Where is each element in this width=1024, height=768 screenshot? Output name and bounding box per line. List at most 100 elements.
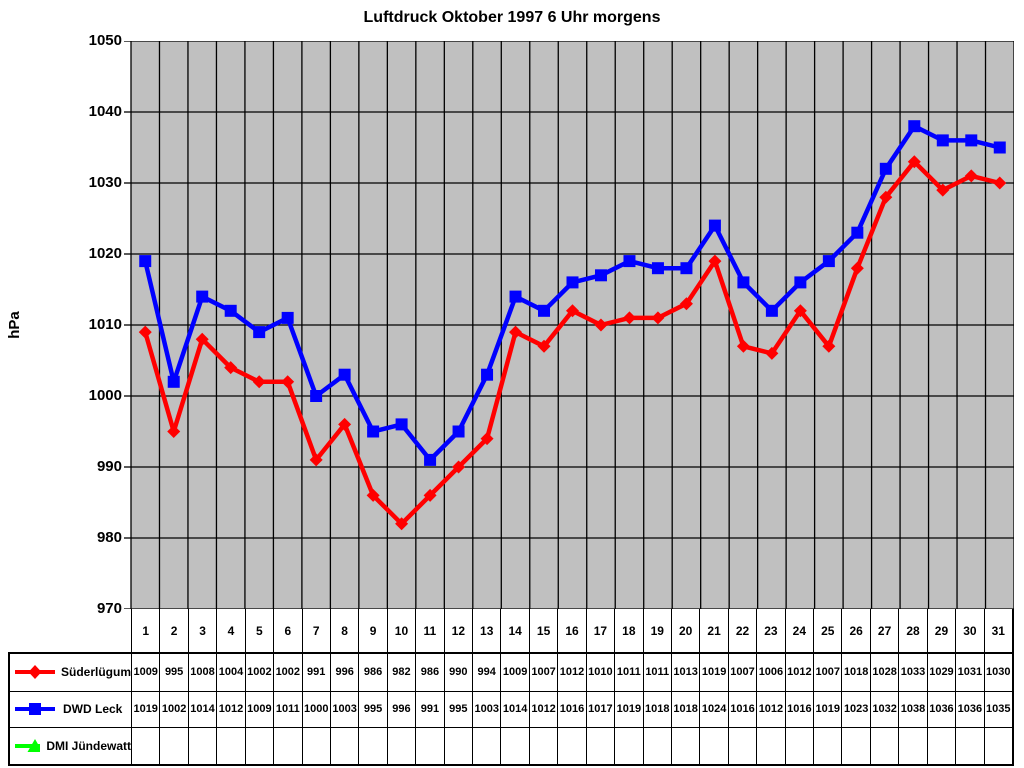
x-day-label: 8 [329,609,358,652]
value-cell [443,728,472,764]
value-cell: 1007 [813,654,841,691]
series-name: DMI Jündewatt [46,739,131,754]
legend-marker-square-icon [15,703,55,716]
x-day-label: 13 [472,609,500,652]
value-cell: 1018 [670,691,699,728]
value-cell: 1018 [642,691,671,728]
value-cell: 1012 [756,691,784,728]
value-cell: 995 [159,654,187,691]
value-cell [216,728,244,764]
x-day-label: 1 [131,609,159,652]
x-day-label: 15 [528,609,557,652]
value-cell [869,728,898,764]
x-day-label: 3 [187,609,216,652]
value-cell: 1016 [727,691,756,728]
value-cell [500,728,528,764]
value-cell: 1036 [955,691,983,728]
value-cell: 1000 [301,691,330,728]
x-day-label: 12 [443,609,472,652]
value-cell: 991 [415,691,443,728]
x-day-label: 16 [557,609,585,652]
value-cell: 1003 [329,691,358,728]
x-day-label: 21 [699,609,727,652]
value-cell: 1004 [216,654,244,691]
value-cell: 1009 [244,691,273,728]
value-cell [642,728,671,764]
series-name: DWD Leck [63,702,123,717]
x-day-label: 18 [614,609,642,652]
value-cell: 1007 [528,654,557,691]
value-cell: 1012 [784,654,813,691]
value-cell: 1031 [955,654,983,691]
value-cell [528,728,557,764]
value-cell: 1029 [926,654,955,691]
value-cell: 1019 [699,654,727,691]
y-tick-label: 1000 [88,387,122,404]
value-cell: 995 [358,691,386,728]
value-cell: 1032 [869,691,898,728]
value-cell [670,728,699,764]
value-cell [187,728,216,764]
plot-area [124,41,1014,609]
data-table: Süderlügum 1009 995 1008 1004 1002 1002 991 996… [8,652,1014,766]
x-day-label: 19 [642,609,671,652]
value-cell: 1011 [614,654,642,691]
value-cell [273,728,301,764]
value-cell [301,728,330,764]
legend-cell-dmi-juendewatt: DMI Jündewatt [10,728,131,764]
value-cell: 1011 [642,654,671,691]
x-day-label: 29 [926,609,955,652]
x-day-label: 26 [841,609,869,652]
value-cell: 1012 [528,691,557,728]
value-cell [386,728,415,764]
y-tick-label: 980 [96,529,122,546]
value-cell [159,728,187,764]
value-cell: 1013 [670,654,699,691]
value-cell: 1033 [898,654,926,691]
value-cell: 1036 [926,691,955,728]
value-cell: 994 [472,654,500,691]
y-axis-tick-labels: 1050 1040 1030 1020 1010 1000 990 980 970 [0,32,122,617]
value-cell: 1003 [472,691,500,728]
x-day-label: 2 [159,609,187,652]
x-day-label: 9 [358,609,386,652]
value-cell: 1012 [216,691,244,728]
value-cell [358,728,386,764]
x-day-label: 30 [955,609,983,652]
y-tick-label: 1010 [88,316,122,333]
chart-title: Luftdruck Oktober 1997 6 Uhr morgens [363,9,661,26]
value-cell [784,728,813,764]
value-cell: 1002 [159,691,187,728]
x-day-label: 7 [301,609,330,652]
value-cell: 996 [386,691,415,728]
y-tick-label: 1040 [88,103,122,120]
x-day-label: 24 [784,609,813,652]
x-day-label: 27 [869,609,898,652]
value-cell: 995 [443,691,472,728]
value-cell: 990 [443,654,472,691]
value-cell: 1002 [273,654,301,691]
x-day-label: 10 [386,609,415,652]
value-cell: 1009 [500,654,528,691]
value-cell: 1023 [841,691,869,728]
x-day-label: 11 [415,609,443,652]
value-cell: 1018 [841,654,869,691]
value-cell: 1016 [784,691,813,728]
x-day-label: 4 [216,609,244,652]
value-cell [699,728,727,764]
value-cell: 991 [301,654,330,691]
legend-cell-suederluegum: Süderlügum [10,654,131,691]
value-cell [557,728,585,764]
x-day-label: 22 [727,609,756,652]
y-tick-label: 1050 [88,32,122,49]
value-cell: 1014 [500,691,528,728]
value-cell: 1028 [869,654,898,691]
value-cell [813,728,841,764]
value-cell: 1007 [727,654,756,691]
value-cell: 1019 [614,691,642,728]
value-cell [329,728,358,764]
series-name: Süderlügum [60,665,131,680]
y-tick-label: 1020 [88,245,122,262]
legend-marker-diamond-icon [15,665,55,680]
x-day-label: 28 [898,609,926,652]
